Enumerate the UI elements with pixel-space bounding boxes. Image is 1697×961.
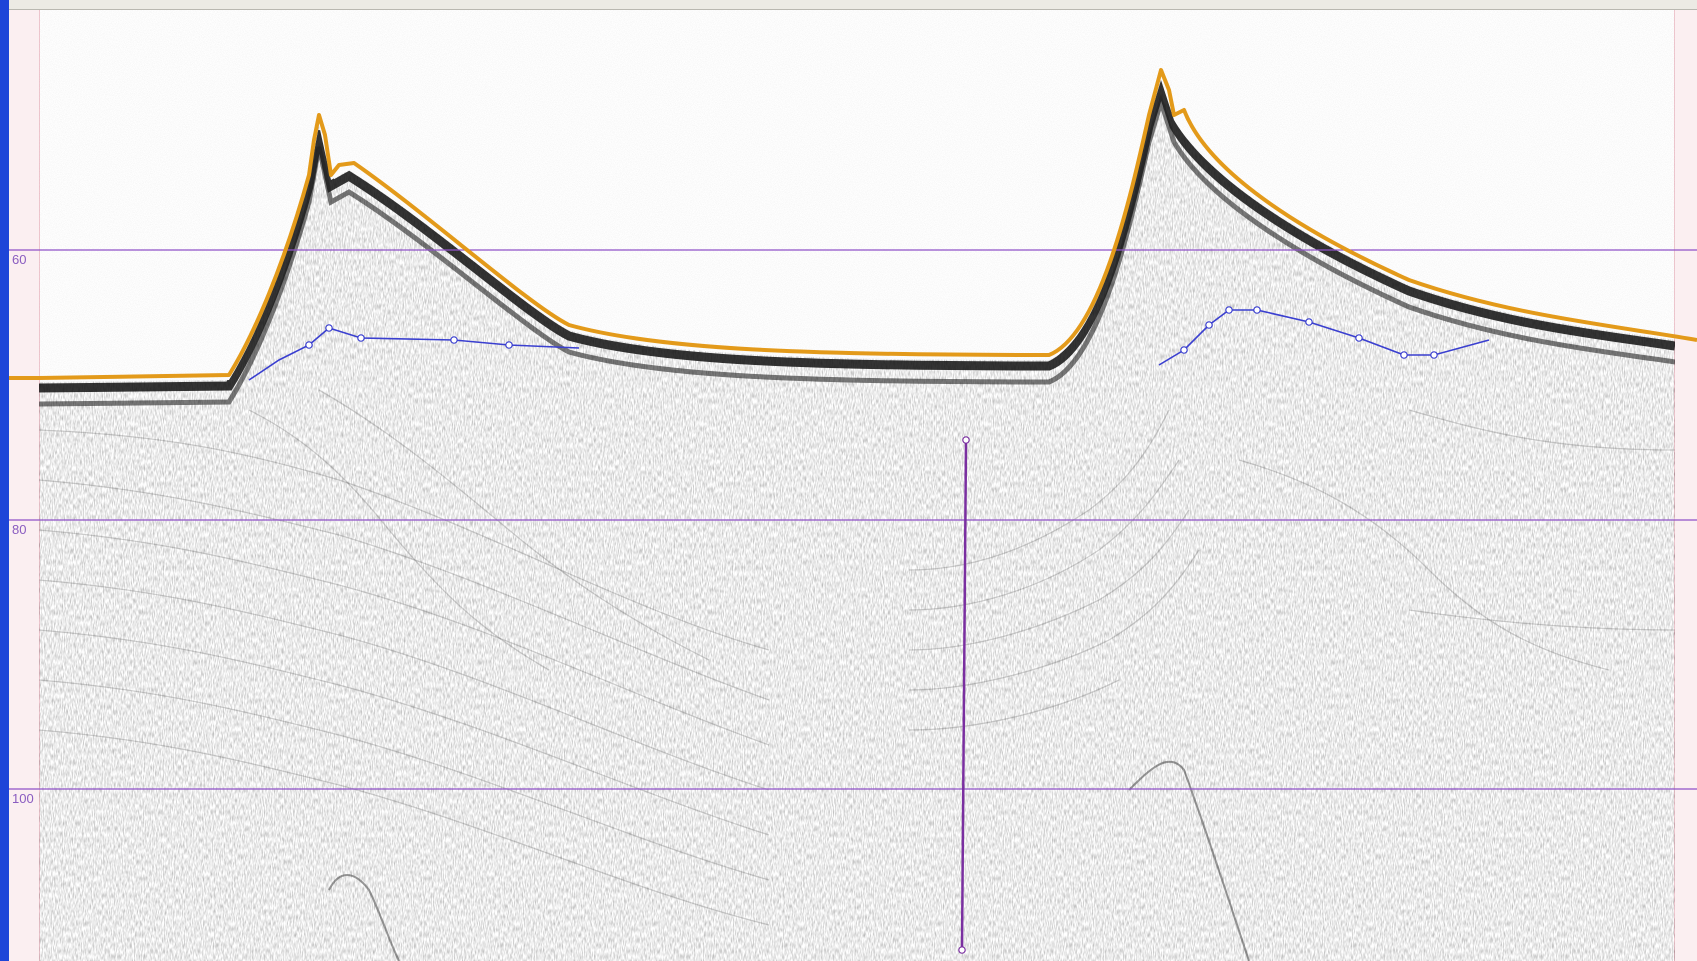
depth-label-80: 80 [12,522,27,537]
vertical-marker[interactable] [958,436,970,954]
window-left-edge [0,0,9,961]
depth-grid [9,249,1697,790]
interpolated-layer-1[interactable] [248,324,580,381]
depth-label-100: 100 [12,791,34,806]
circle-handle-icon[interactable] [450,336,458,344]
interpolated-layer-2[interactable] [1158,306,1490,366]
circle-handle-icon[interactable] [305,341,313,349]
circle-handle-icon[interactable] [1430,351,1438,359]
circle-handle-icon[interactable] [1355,334,1363,342]
circle-handle-icon[interactable] [505,341,513,349]
circle-handle-icon[interactable] [962,436,970,444]
circle-handle-icon[interactable] [1180,346,1188,354]
circle-handle-icon[interactable] [1253,306,1261,314]
circle-handle-icon[interactable] [325,324,333,332]
circle-handle-icon[interactable] [357,334,365,342]
bottom-line[interactable] [9,68,1697,380]
depth-label-60: 60 [12,252,27,267]
circle-handle-icon[interactable] [1225,306,1233,314]
window-top-bar [0,0,1697,10]
circle-handle-icon[interactable] [958,946,966,954]
circle-handle-icon[interactable] [1305,318,1313,326]
echogram-plot[interactable] [9,10,1697,961]
circle-handle-icon[interactable] [1205,321,1213,329]
circle-handle-icon[interactable] [1400,351,1408,359]
echogram-canvas[interactable]: 60 80 100 [9,10,1697,961]
